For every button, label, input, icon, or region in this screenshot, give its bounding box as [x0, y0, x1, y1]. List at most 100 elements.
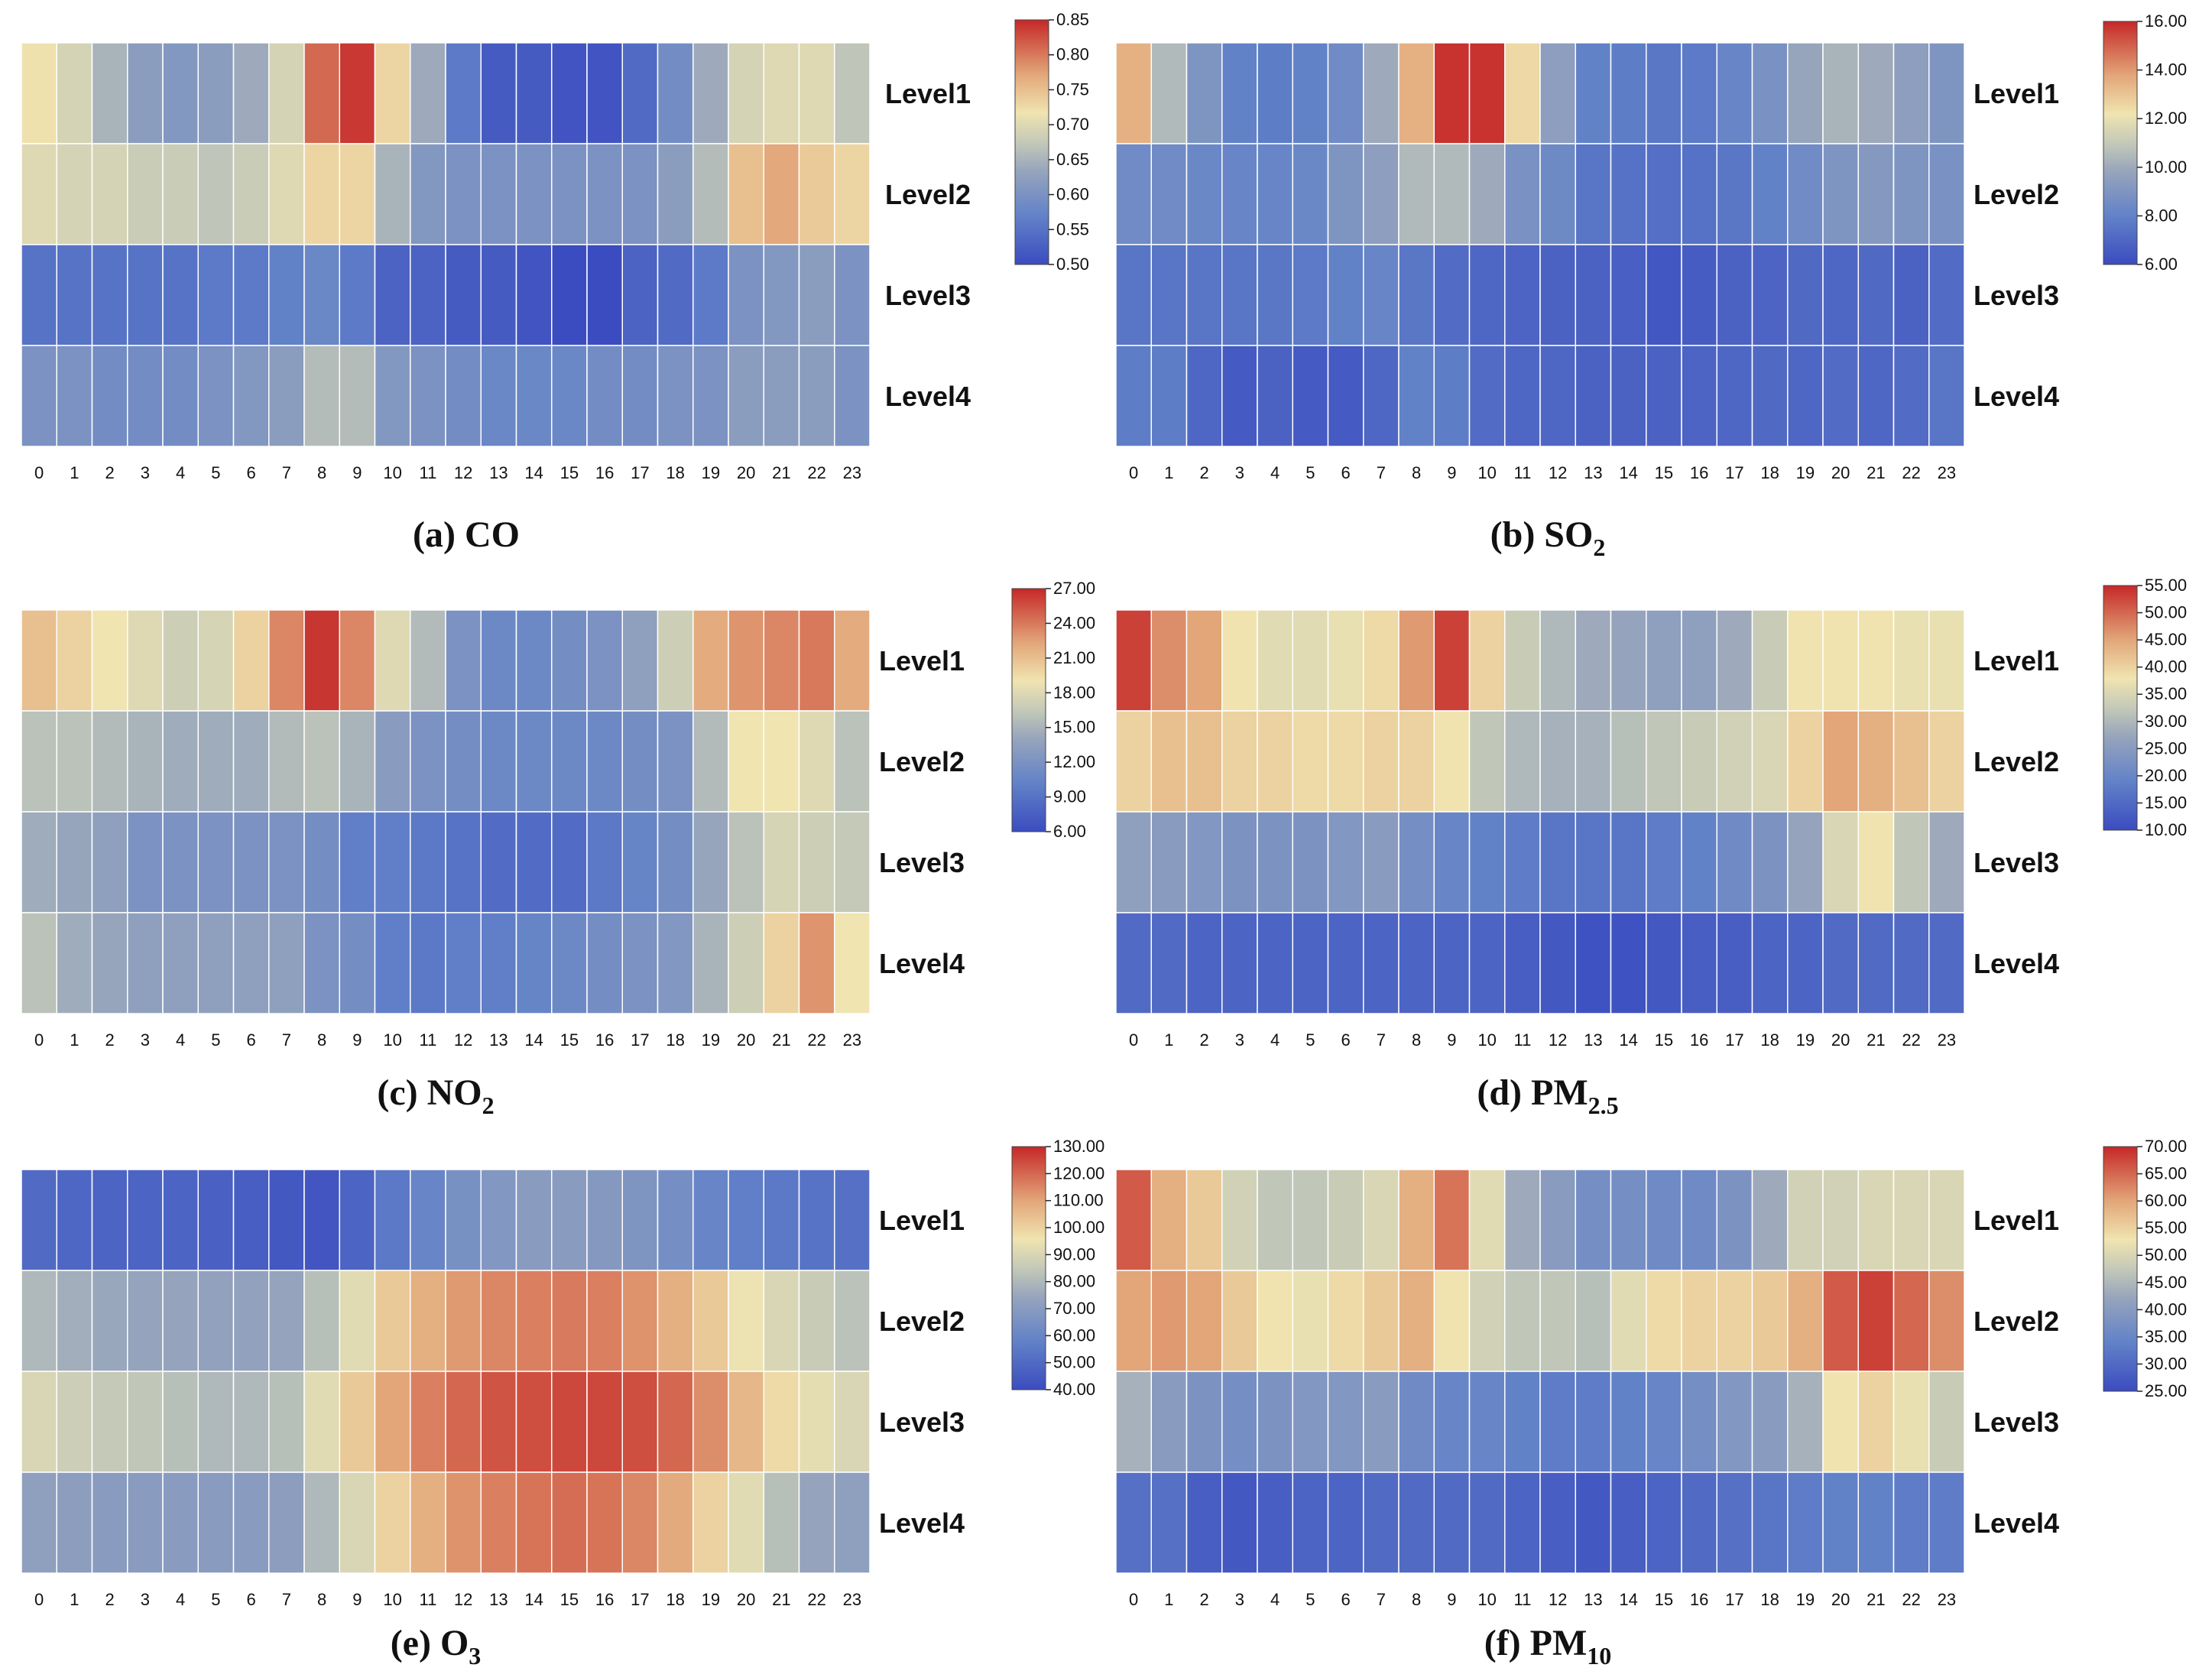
heatmap-cell [1150, 1471, 1188, 1574]
row-label: Level2 [879, 746, 965, 777]
heatmap-cell [1504, 811, 1541, 913]
colorbar-tick-label: 70.00 [2145, 1137, 2187, 1156]
heatmap-cell [657, 1270, 694, 1372]
heatmap-cell [1787, 1169, 1824, 1271]
colorbar-tick-label: 21.00 [1053, 648, 1095, 667]
colorbar-tick-label: 0.80 [1056, 45, 1089, 64]
heatmap-cell [1893, 710, 1930, 813]
heatmap-cell [1221, 1371, 1258, 1473]
heatmap-cell [410, 345, 446, 447]
heatmap-cell [728, 912, 764, 1014]
heatmap-cell [1363, 811, 1400, 913]
heatmap-cell [1646, 609, 1682, 712]
x-tick-label: 7 [282, 1590, 291, 1609]
heatmap-cell [1398, 143, 1435, 245]
heatmap-cell [1504, 244, 1541, 346]
heatmap-cell [1681, 345, 1717, 447]
row-label: Level1 [1974, 645, 2059, 677]
heatmap-cell [1468, 1169, 1506, 1271]
heatmap-cell [480, 244, 517, 346]
heatmap-cell [56, 811, 93, 913]
colorbar [1011, 588, 1046, 832]
row-label: Level2 [1974, 1306, 2059, 1337]
heatmap-cell [728, 710, 764, 813]
heatmap-cell [1716, 811, 1753, 913]
heatmap-cell [232, 912, 270, 1014]
colorbar-tick-label: 50.00 [2145, 603, 2187, 622]
heatmap-cell [1716, 609, 1753, 712]
heatmap-cell [480, 710, 517, 813]
x-tick-label: 8 [1412, 1030, 1421, 1050]
x-tick-label: 0 [1129, 1030, 1138, 1050]
heatmap-cell [1646, 912, 1682, 1014]
x-tick-label: 19 [1796, 1030, 1815, 1050]
heatmap-cell [586, 1169, 623, 1271]
colorbar [1014, 19, 1049, 265]
heatmap-cell [410, 609, 446, 712]
x-tick-label: 18 [666, 1590, 684, 1609]
heatmap-cell [1115, 244, 1152, 346]
heatmap-cell [1292, 1371, 1329, 1473]
heatmap-cell [197, 1270, 235, 1372]
row-label: Level1 [879, 645, 965, 677]
heatmap-cell [1681, 811, 1717, 913]
heatmap-cell [1787, 811, 1824, 913]
x-tick-label: 22 [807, 1030, 825, 1050]
heatmap-cell [1716, 1371, 1753, 1473]
heatmap-cell [1504, 42, 1541, 144]
heatmap-cell [197, 143, 235, 245]
heatmap-cell [1681, 42, 1717, 144]
heatmap-cell [657, 42, 694, 144]
heatmap-cell [1575, 1371, 1612, 1473]
heatmap-cell [621, 1371, 659, 1473]
colorbar-tick-label: 50.00 [1053, 1353, 1095, 1372]
x-tick-label: 12 [454, 463, 472, 482]
row-label: Level4 [885, 381, 971, 412]
x-tick-label: 15 [1655, 463, 1673, 482]
x-tick-label: 15 [560, 1030, 579, 1050]
colorbar-tick-label: 60.00 [2145, 1191, 2187, 1210]
x-tick-label: 23 [1938, 1030, 1956, 1050]
heatmap-cell [127, 912, 164, 1014]
heatmap-cell [21, 1471, 57, 1574]
heatmap-cell [1468, 1270, 1506, 1372]
heatmap-cell [728, 143, 764, 245]
heatmap-cell [692, 609, 729, 712]
heatmap-cell [657, 912, 694, 1014]
heatmap-cell [303, 1471, 340, 1574]
x-tick-label: 7 [1377, 1030, 1386, 1050]
heatmap-cell [657, 710, 694, 813]
heatmap-cell [1716, 345, 1753, 447]
heatmap-cell [56, 1270, 93, 1372]
heatmap-cell [91, 1371, 128, 1473]
heatmap-cell [1327, 609, 1364, 712]
heatmap-cell [1751, 1371, 1789, 1473]
heatmap-cell [1787, 244, 1824, 346]
heatmap-cell [1221, 912, 1258, 1014]
panel-title: (c) NO2 [377, 1072, 494, 1119]
heatmap-cell [1150, 609, 1188, 712]
heatmap-cell [1468, 1371, 1506, 1473]
heatmap-cell [303, 244, 340, 346]
heatmap-cell [197, 1169, 235, 1271]
heatmap-cell [1221, 42, 1258, 144]
heatmap-cell [410, 244, 446, 346]
heatmap-cell [834, 143, 871, 245]
colorbar-tick-label: 60.00 [1053, 1325, 1095, 1345]
x-tick-label: 13 [1584, 1590, 1602, 1609]
heatmap-cell [268, 1169, 305, 1271]
x-tick-label: 1 [1164, 463, 1173, 482]
x-tick-label: 0 [34, 1030, 44, 1050]
row-label: Level3 [1974, 1407, 2059, 1438]
x-tick-label: 17 [1725, 1590, 1743, 1609]
heatmap-cell [410, 143, 446, 245]
x-tick-label: 18 [1760, 1590, 1779, 1609]
heatmap-cell [1857, 1471, 1895, 1574]
heatmap-cell [551, 143, 588, 245]
heatmap-cell [1504, 1169, 1541, 1271]
heatmap-cell [1893, 345, 1930, 447]
heatmap-cell [232, 1270, 270, 1372]
x-tick-label: 9 [1447, 1590, 1456, 1609]
x-tick-label: 14 [524, 463, 543, 482]
